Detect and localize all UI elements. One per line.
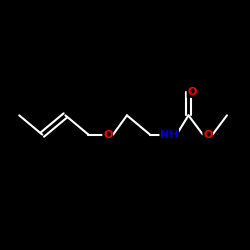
Text: O: O xyxy=(203,130,212,140)
Text: O: O xyxy=(103,130,113,140)
Text: O: O xyxy=(187,87,196,97)
Text: NH: NH xyxy=(160,130,178,140)
